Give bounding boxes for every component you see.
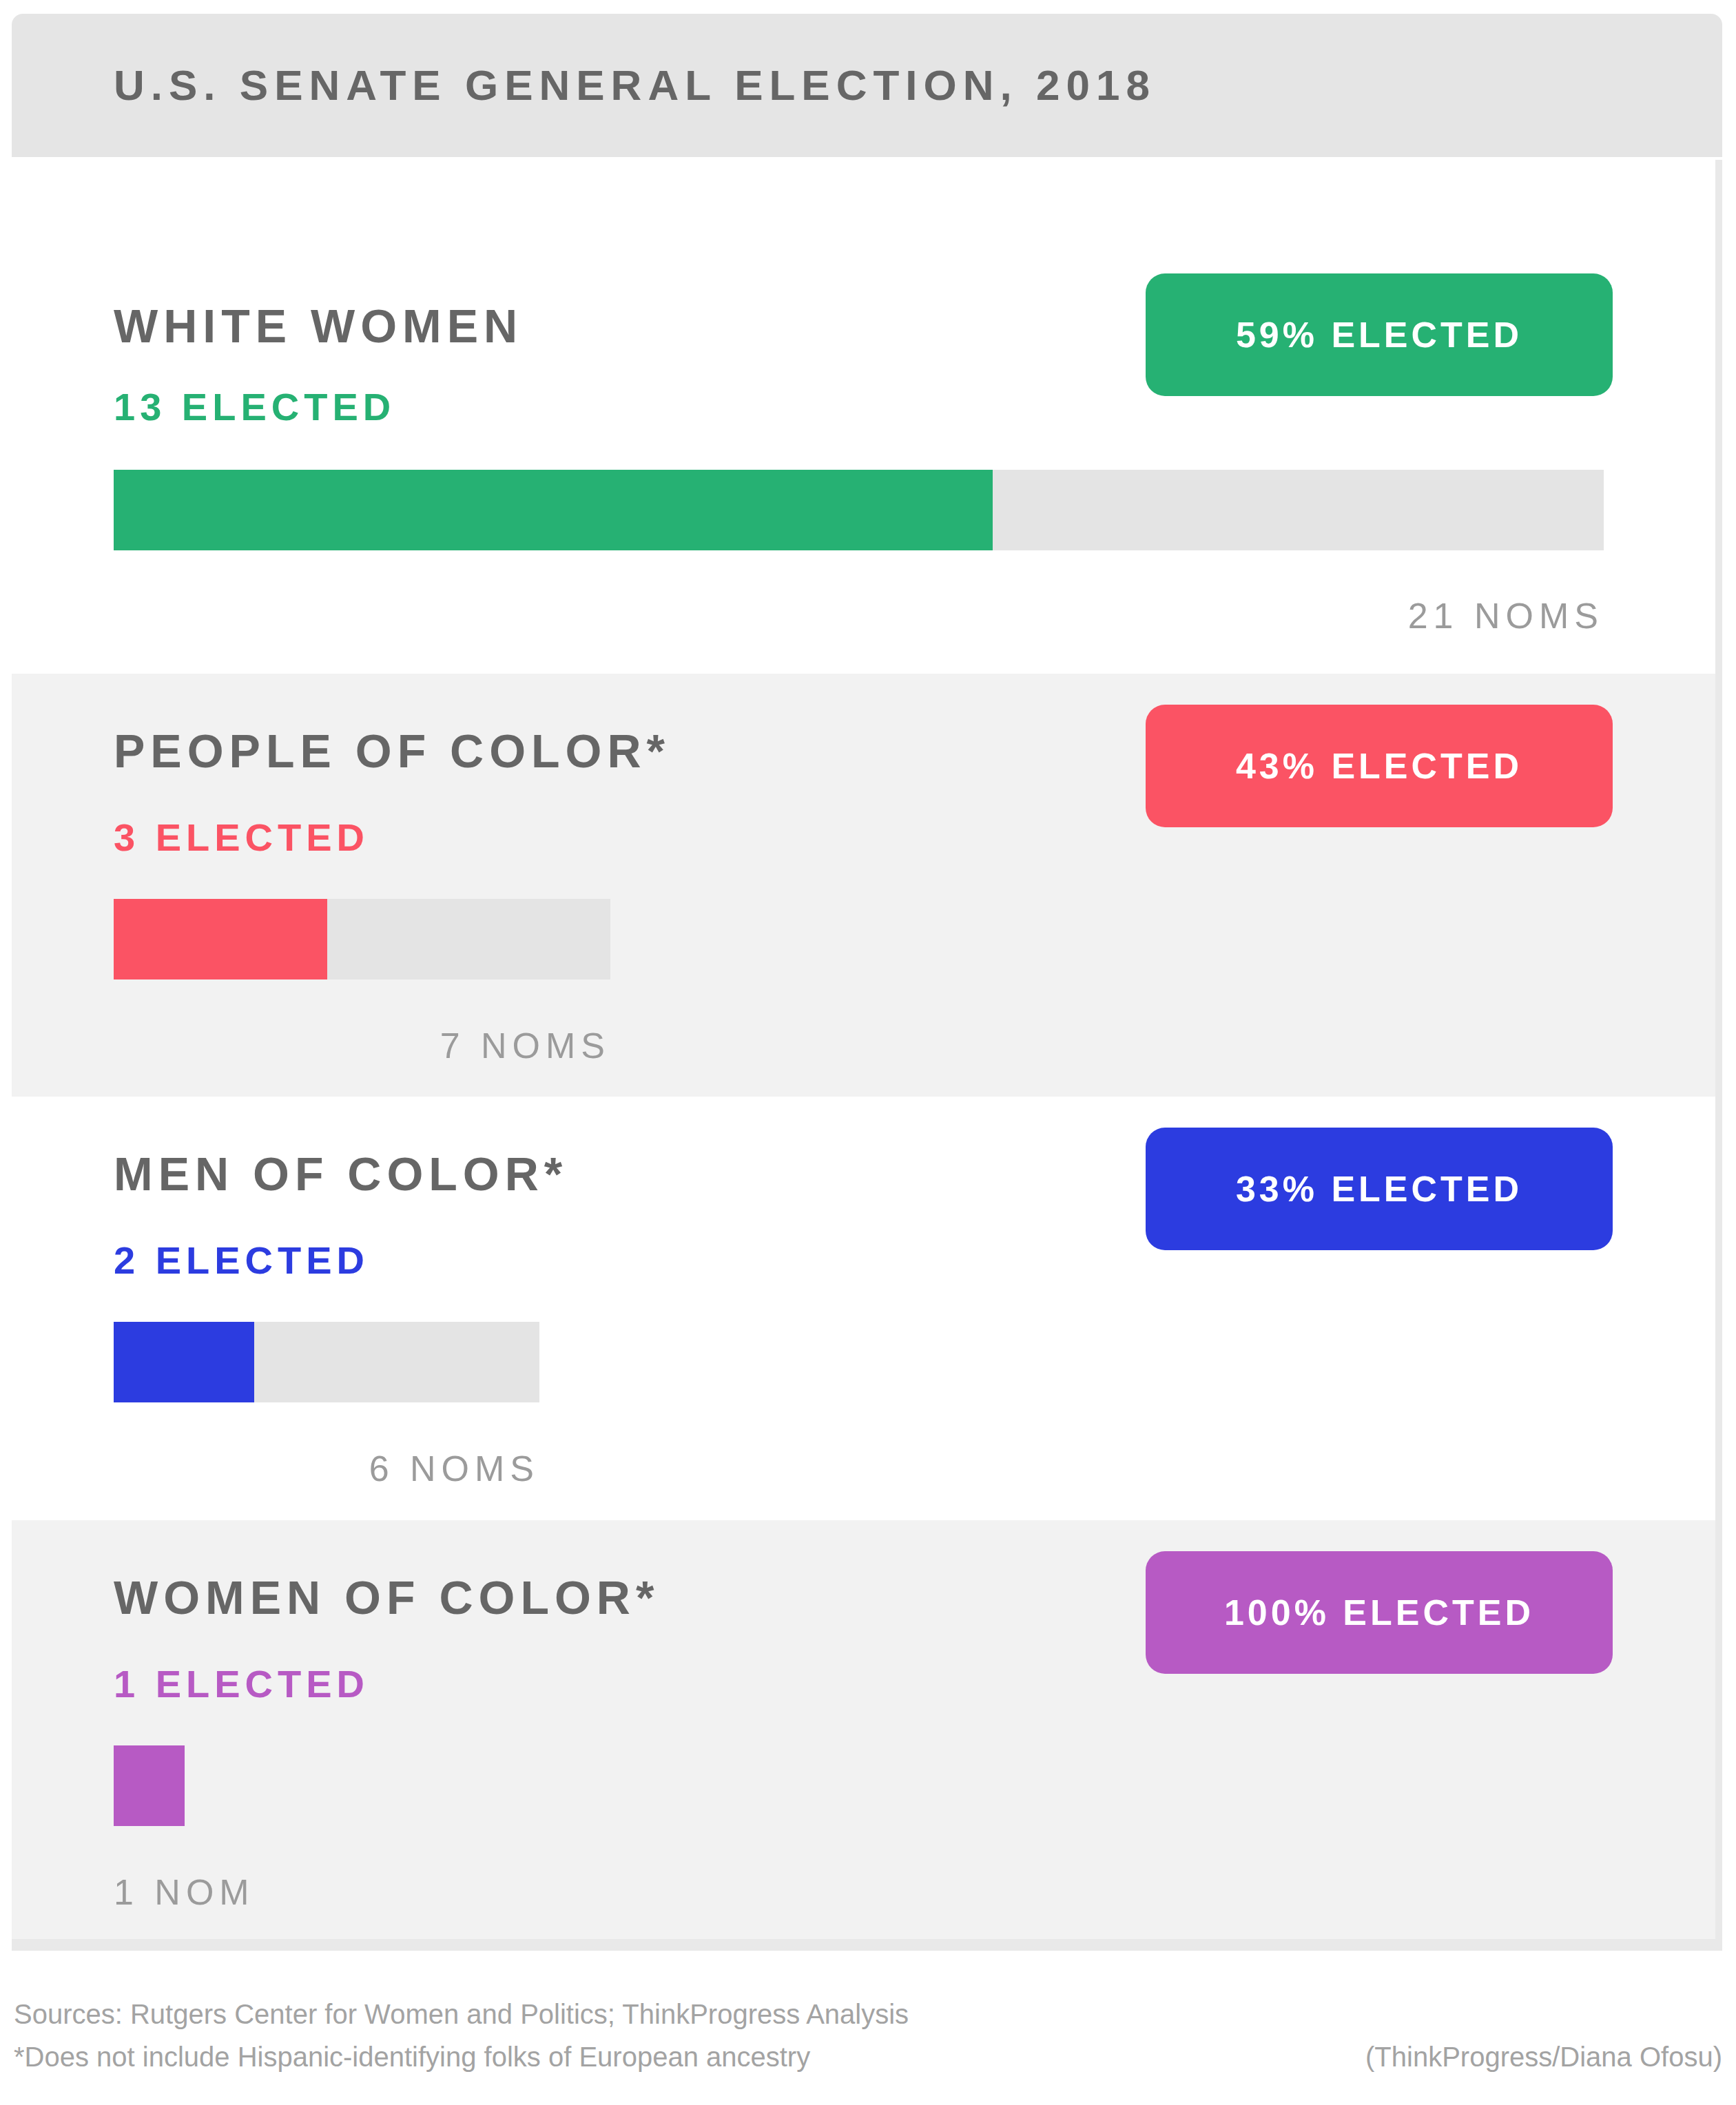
bar-track (114, 470, 1604, 550)
percent-elected-badge: 59% ELECTED (1146, 273, 1613, 396)
elected-count-label: 13 ELECTED (114, 384, 395, 429)
infographic-canvas: U.S. SENATE GENERAL ELECTION, 2018 WHITE… (0, 0, 1736, 2105)
elected-count-label: 3 ELECTED (114, 815, 369, 860)
group-label: MEN OF COLOR* (114, 1147, 568, 1201)
bar-fill (114, 899, 327, 979)
noms-count-label: 21 NOMS (114, 595, 1604, 636)
bar-fill (114, 1745, 185, 1826)
percent-elected-badge: 100% ELECTED (1146, 1551, 1613, 1674)
bar-fill (114, 470, 993, 550)
noms-count-label: 7 NOMS (114, 1025, 610, 1066)
group-label: WOMEN OF COLOR* (114, 1570, 659, 1624)
bar-track (114, 899, 610, 979)
section-people-of-color: PEOPLE OF COLOR* 43% ELECTED 3 ELECTED 7… (12, 674, 1722, 1097)
elected-count-label: 1 ELECTED (114, 1661, 369, 1706)
percent-elected-badge: 33% ELECTED (1146, 1128, 1613, 1250)
bar-fill (114, 1322, 254, 1402)
elected-count-label: 2 ELECTED (114, 1238, 369, 1283)
bar-track (114, 1322, 539, 1402)
noms-count-label: 1 NOM (114, 1871, 255, 1913)
group-label: PEOPLE OF COLOR* (114, 724, 670, 778)
horizontal-scrollbar-track[interactable] (12, 1939, 1722, 1951)
credit-text: (ThinkProgress/Diana Ofosu) (1365, 2042, 1722, 2073)
section-men-of-color: MEN OF COLOR* 33% ELECTED 2 ELECTED 6 NO… (12, 1097, 1722, 1520)
group-label: WHITE WOMEN (114, 299, 523, 353)
footnote-text: *Does not include Hispanic-identifying f… (14, 2042, 810, 2073)
percent-elected-badge: 43% ELECTED (1146, 705, 1613, 827)
vertical-scrollbar-track[interactable] (1715, 160, 1722, 1951)
section-women-of-color: WOMEN OF COLOR* 100% ELECTED 1 ELECTED 1… (12, 1520, 1722, 1939)
chart-title-band: U.S. SENATE GENERAL ELECTION, 2018 (12, 14, 1722, 157)
chart-title: U.S. SENATE GENERAL ELECTION, 2018 (114, 14, 1156, 157)
sources-text: Sources: Rutgers Center for Women and Po… (14, 1999, 909, 2030)
bar-track (114, 1745, 185, 1826)
section-white-women: WHITE WOMEN 59% ELECTED 13 ELECTED 21 NO… (12, 157, 1722, 674)
noms-count-label: 6 NOMS (114, 1448, 539, 1489)
